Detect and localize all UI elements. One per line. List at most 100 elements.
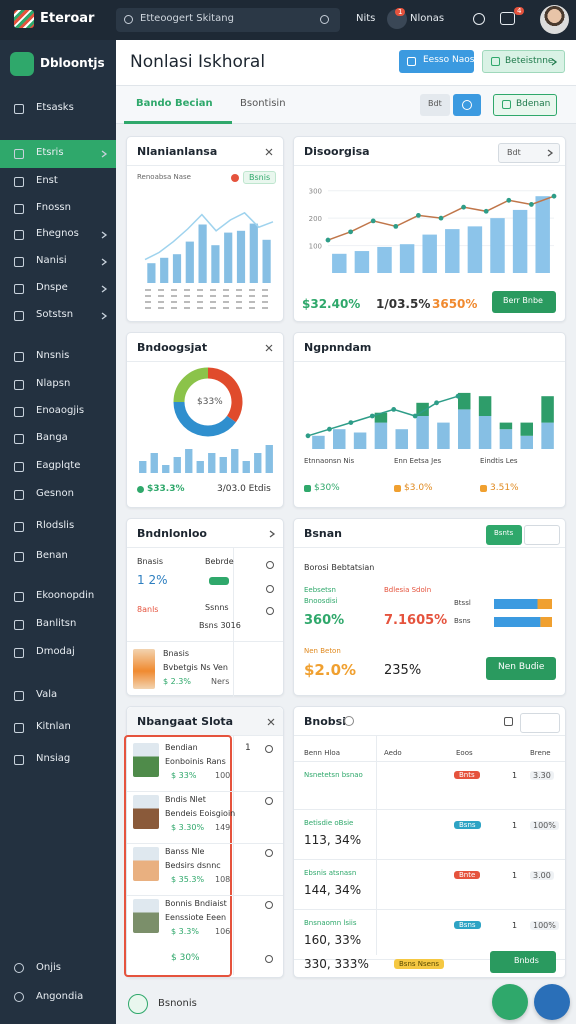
icon [407, 57, 416, 66]
nav-label: Benan [36, 550, 68, 561]
header-bg [127, 707, 283, 735]
stat-dot [394, 485, 401, 492]
chart [173, 367, 243, 437]
card: Nlanianlansa Renoabsa Nase Bsnis [126, 136, 284, 322]
message-icon[interactable] [500, 12, 515, 25]
icon [14, 434, 24, 444]
person-value: $ 33% [171, 771, 197, 780]
search-box[interactable]: Etteoogert Skitang [116, 8, 340, 32]
stat-value: $30% [314, 483, 340, 493]
stat-value: 3.51% [490, 483, 519, 493]
bar [196, 461, 204, 473]
bottom-icon[interactable] [128, 994, 148, 1014]
row-big: 144, 34% [304, 883, 362, 897]
axis-tick [145, 307, 273, 309]
row-value: 3.30 [530, 771, 554, 780]
chart [101, 312, 108, 320]
row-side: Ssnns [205, 603, 229, 612]
chart [547, 149, 554, 157]
line-point [348, 420, 354, 425]
nav-label: Etsris [36, 147, 64, 158]
donut-center: $33% [197, 397, 223, 407]
brand: Dbloontjs [40, 56, 105, 70]
bar [162, 465, 170, 473]
select[interactable]: Bdt [498, 143, 560, 163]
avatar [133, 899, 159, 933]
fab[interactable] [492, 984, 528, 1020]
bar [422, 234, 437, 273]
person-sub: Bedsirs dsnnc [165, 861, 221, 870]
bar [185, 449, 193, 473]
bar [445, 229, 460, 273]
nav-label: Eagplqte [36, 460, 81, 471]
stat-value: 3650% [432, 297, 478, 311]
chart [265, 344, 273, 352]
select[interactable] [520, 713, 560, 733]
icon [14, 177, 24, 187]
line-point [529, 202, 534, 207]
row-label: Bnasis [137, 557, 164, 566]
icon [14, 380, 24, 390]
bar [333, 429, 346, 449]
avatar[interactable] [540, 5, 569, 34]
badge: Bsnis [243, 171, 277, 184]
stat-value: 1/03.5% [376, 297, 431, 311]
button-bg[interactable] [486, 525, 522, 545]
person-name: Banss Nle [165, 847, 205, 856]
card-title: Bsnan [304, 527, 343, 540]
bar [173, 457, 181, 473]
filter-label: Bdt [428, 99, 442, 108]
bar-segment [520, 422, 533, 436]
line-point [461, 204, 466, 210]
person-meta: 108 [215, 875, 231, 884]
card-title: Bndoogsjat [137, 341, 208, 354]
chart [267, 718, 275, 726]
close-icon [267, 718, 275, 726]
icon-button[interactable] [453, 94, 481, 116]
axis-tick [145, 289, 273, 291]
filter-box[interactable] [420, 94, 450, 116]
tab-button[interactable]: Bdenan [493, 94, 557, 116]
chevron-icon [547, 149, 554, 157]
action-button[interactable]: Nen Budie [486, 657, 556, 680]
row-value: Bsns 3016 [199, 621, 241, 630]
nav-label: Nits [356, 13, 376, 24]
action-button[interactable]: Berr Bnbe [492, 291, 556, 313]
stat-label: Eindtis Les [480, 457, 518, 465]
bar [254, 453, 262, 473]
column-divider [233, 547, 234, 697]
bar [198, 224, 207, 283]
icon [14, 723, 24, 733]
col-label: Bdlesia Sdoln [384, 586, 432, 594]
icon [320, 15, 329, 24]
nav-label: Banga [36, 432, 68, 443]
chart [265, 148, 273, 156]
divider [294, 859, 565, 860]
col-value: 7.1605% [384, 613, 448, 628]
chart [305, 392, 554, 449]
bar [535, 196, 550, 273]
nav-label: Enoaogjis [36, 405, 85, 416]
nav-label: Rlodslis [36, 520, 75, 531]
card: Bsnan Bsnts Borosi Bebtatsian Eebsetsn Bnoo… [293, 518, 566, 696]
nav-label: Nanisi [36, 255, 67, 266]
footer-button[interactable]: Bnbds [490, 951, 556, 973]
icon [265, 849, 273, 857]
close-icon [265, 344, 273, 352]
row-side: Bebrde [205, 557, 234, 566]
line-point [348, 229, 353, 235]
primary-button[interactable]: Eesso Naos [399, 50, 474, 73]
line-point [391, 407, 397, 412]
secondary-button[interactable]: Beteistnne [482, 50, 565, 73]
stat-dot [304, 485, 311, 492]
bar [478, 416, 492, 449]
person-name: Bonnis Bndiaist [165, 899, 227, 908]
fab[interactable] [534, 984, 570, 1020]
icon [14, 620, 24, 630]
progress-segment [494, 617, 541, 627]
avatar [133, 847, 159, 881]
icon-button[interactable] [524, 525, 560, 545]
footer-value: $ 30% [171, 953, 200, 963]
nav-label: Vala [36, 689, 58, 700]
